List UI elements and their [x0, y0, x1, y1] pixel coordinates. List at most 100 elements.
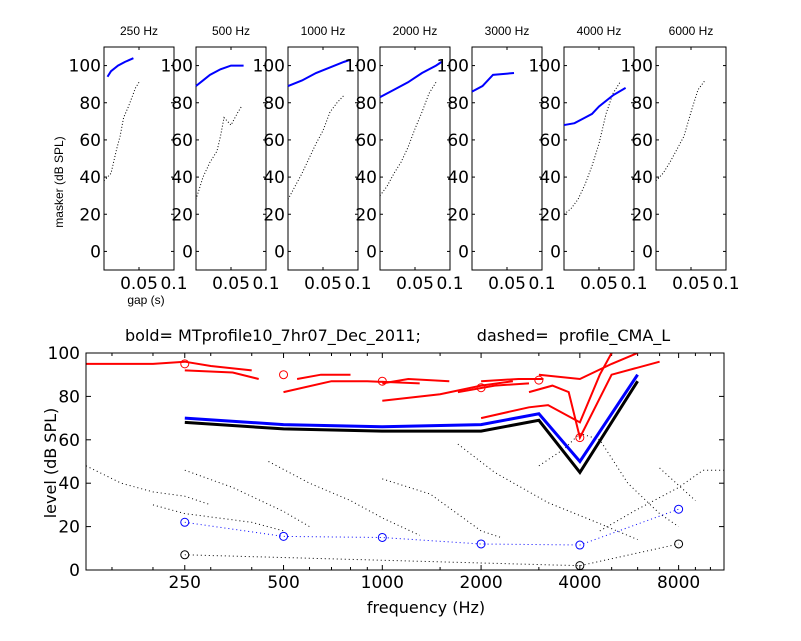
data-marker: [377, 376, 387, 386]
y-tick-label: 100: [161, 57, 193, 77]
y-tick-label: 80: [539, 94, 561, 114]
x-tick-label: 2000: [459, 573, 502, 593]
y-tick-label: 40: [447, 168, 469, 188]
y-tick-label: 80: [263, 94, 285, 114]
y-tick-label: 80: [79, 94, 101, 114]
x-tick-label: 4000: [558, 573, 601, 593]
x-tick-label: 0.05: [396, 274, 434, 294]
y-tick-label: 100: [48, 344, 80, 364]
x-tick-label: 0.05: [212, 274, 250, 294]
solid-curve: [379, 61, 443, 99]
red-segment: [184, 369, 259, 380]
y-tick-label: 60: [539, 131, 561, 151]
panel-frame: [287, 46, 359, 271]
x-tick-label: 0.1: [712, 274, 739, 294]
y-tick-label: 20: [79, 205, 101, 225]
y-tick-label: 60: [631, 131, 653, 151]
x-tick-label: 8000: [657, 573, 700, 593]
y-tick-label: 40: [631, 168, 653, 188]
y-tick-label: 80: [447, 94, 469, 114]
y-tick-label: 40: [79, 168, 101, 188]
y-tick-label: 40: [355, 168, 377, 188]
data-marker: [180, 359, 190, 369]
x-tick-label: 0.05: [672, 274, 710, 294]
panel-title: 4000 Hz: [577, 24, 622, 38]
data-marker: [180, 550, 190, 560]
dotted-reference-line: [152, 504, 284, 532]
x-tick-label: 0.1: [436, 274, 463, 294]
y-tick-label: 100: [437, 57, 469, 77]
y-tick-label: 0: [182, 242, 193, 262]
x-tick-label: 0.1: [252, 274, 279, 294]
red-segment: [382, 380, 514, 402]
panel-frame: [195, 46, 267, 271]
bottom-title: bold= MTprofile10_7hr07_Dec_2011; dashed…: [125, 326, 670, 346]
red-segment: [538, 353, 638, 381]
solid-curve: [106, 57, 134, 78]
solid-curve: [195, 64, 244, 87]
y-tick-label: 40: [58, 474, 80, 494]
y-tick-label: 0: [69, 561, 80, 581]
y-tick-label: 100: [345, 57, 377, 77]
panel-frame: [103, 46, 175, 271]
y-tick-label: 40: [539, 168, 561, 188]
solid-curve: [563, 87, 627, 127]
red-segment: [86, 360, 252, 372]
y-tick-label: 80: [171, 94, 193, 114]
data-marker: [575, 540, 585, 550]
y-tick-label: 20: [539, 205, 561, 225]
dotted-reference-line: [86, 465, 211, 506]
y-tick-label: 20: [58, 518, 80, 538]
panel-title: 6000 Hz: [669, 24, 714, 38]
top-xlabel: gap (s): [127, 293, 164, 307]
y-tick-label: 80: [58, 387, 80, 407]
x-tick-label: 0.05: [304, 274, 342, 294]
panel-title: 500 Hz: [212, 24, 250, 38]
red-segment: [528, 360, 660, 441]
data-marker: [674, 504, 684, 514]
data-marker: [279, 370, 289, 380]
y-tick-label: 0: [274, 242, 285, 262]
x-tick-label: 1000: [361, 573, 404, 593]
data-marker: [476, 383, 486, 393]
y-tick-label: 80: [631, 94, 653, 114]
dotted-reference-line: [268, 461, 420, 536]
y-tick-label: 20: [355, 205, 377, 225]
y-tick-label: 20: [631, 205, 653, 225]
y-tick-label: 40: [171, 168, 193, 188]
y-tick-label: 0: [90, 242, 101, 262]
red-segment: [457, 382, 530, 394]
panel-title: 3000 Hz: [485, 24, 530, 38]
data-marker: [575, 433, 585, 443]
y-tick-label: 100: [621, 57, 653, 77]
y-tick-label: 100: [253, 57, 285, 77]
x-tick-label: 0.1: [528, 274, 555, 294]
frequency-plot: 0 20 40 60 80 100 250 500 1000 2000 4000 8000: [48, 344, 725, 593]
data-marker: [674, 539, 684, 549]
bold-blue-line: [184, 373, 639, 464]
x-tick-label: 0.1: [620, 274, 647, 294]
y-tick-label: 60: [58, 431, 80, 451]
top-ylabel: masker (dB SPL): [52, 136, 66, 227]
red-segment: [382, 377, 450, 385]
dotted-curve: [655, 80, 706, 182]
y-tick-label: 20: [263, 205, 285, 225]
y-tick-label: 60: [171, 131, 193, 151]
data-marker: [534, 375, 544, 385]
dotted-reference-line: [659, 467, 696, 501]
x-tick-label: 0.05: [120, 274, 158, 294]
y-tick-label: 0: [550, 242, 561, 262]
data-marker: [180, 517, 190, 527]
y-tick-label: 100: [69, 57, 101, 77]
panel-frame: [655, 46, 727, 271]
data-marker: [377, 532, 387, 542]
y-tick-label: 80: [355, 94, 377, 114]
x-tick-label: 0.05: [580, 274, 618, 294]
y-tick-label: 20: [447, 205, 469, 225]
